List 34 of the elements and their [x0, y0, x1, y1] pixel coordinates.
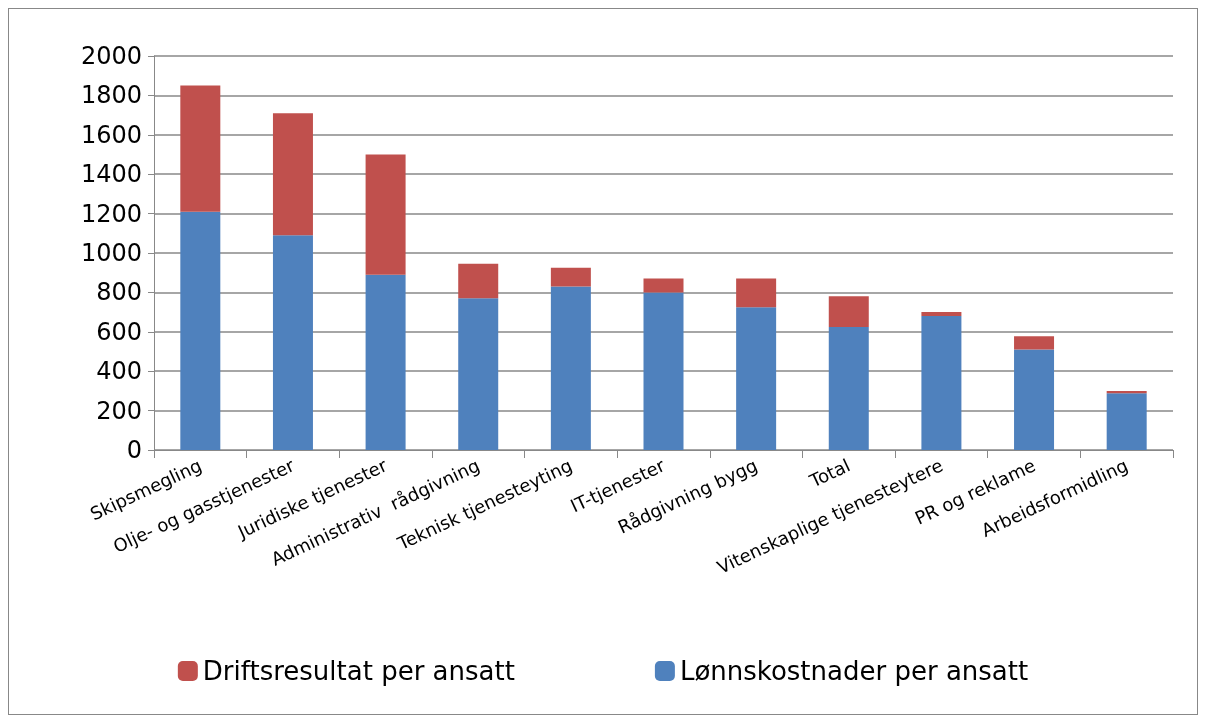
bar: [828, 296, 869, 327]
y-tick-label: 400: [96, 357, 142, 386]
bar: [921, 316, 962, 450]
bar: [1014, 349, 1055, 450]
y-tick-label: 600: [96, 317, 142, 346]
bar: [272, 113, 313, 236]
bar: [736, 307, 777, 450]
y-tick-label: 2000: [80, 42, 142, 70]
legend-label: Driftsresultat per ansatt: [202, 656, 515, 686]
bar: [272, 235, 313, 450]
bar: [458, 263, 499, 299]
y-tick-label: 1600: [80, 120, 142, 149]
bar: [180, 211, 221, 450]
y-tick-label: 200: [96, 396, 142, 425]
bar: [921, 312, 962, 317]
bar: [828, 326, 869, 450]
bar: [1014, 336, 1055, 350]
bar: [736, 278, 777, 308]
bar: [643, 292, 684, 450]
bar: [550, 267, 591, 287]
y-tick-label: 800: [96, 278, 142, 307]
bar: [1106, 393, 1147, 450]
bar: [643, 278, 684, 293]
y-tick-label: 1400: [80, 160, 142, 189]
bar: [458, 298, 499, 450]
y-tick-label: 0: [126, 436, 142, 464]
y-tick-label: 1000: [80, 239, 142, 267]
bar: [365, 274, 406, 450]
bar: [365, 154, 406, 275]
bar: [180, 85, 221, 212]
y-tick-label: 1800: [80, 81, 142, 110]
legend-label: Lønnskostnader per ansatt: [679, 656, 1029, 686]
y-tick-label: 1200: [80, 199, 142, 228]
bar: [550, 286, 591, 450]
